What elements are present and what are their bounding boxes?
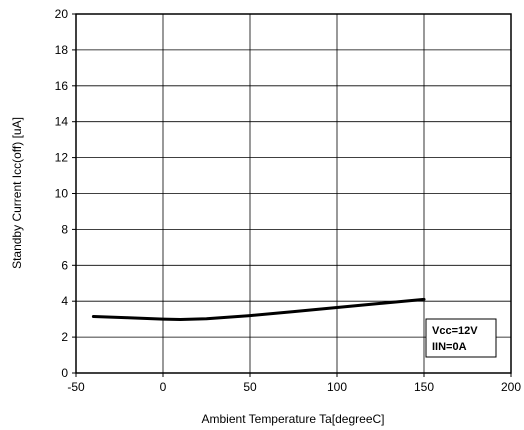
x-tick-label: 0 <box>160 380 167 394</box>
y-tick-label: 12 <box>55 151 69 165</box>
x-axis-title: Ambient Temperature Ta[degreeC] <box>202 412 385 426</box>
annotation-frame <box>425 318 497 358</box>
series-layer <box>91 297 426 321</box>
y-tick-label: 14 <box>55 115 69 129</box>
x-tick-label: -50 <box>67 380 85 394</box>
y-tick-label: 0 <box>61 366 68 380</box>
y-tick-label: 4 <box>61 294 68 308</box>
x-tick-label: 150 <box>414 380 434 394</box>
y-tick-label: 8 <box>61 222 68 236</box>
y-tick-label: 10 <box>55 187 69 201</box>
annotation-vcc: Vcc=12V <box>432 325 478 337</box>
condition-annotation: Vcc=12V IIN=0A <box>425 318 497 358</box>
standby-current-line <box>91 297 426 321</box>
y-axis-ticks: 0 2 4 6 8 10 12 14 16 18 20 <box>55 7 76 380</box>
y-tick-label: 20 <box>55 7 69 21</box>
y-tick-label: 16 <box>55 79 69 93</box>
x-tick-label: 200 <box>501 380 521 394</box>
x-axis-ticks: -50 0 50 100 150 200 <box>67 373 521 394</box>
y-axis-title: Standby Current Icc(off) [uA] <box>10 117 24 269</box>
annotation-iin: IIN=0A <box>432 341 467 353</box>
x-tick-label: 50 <box>243 380 257 394</box>
x-tick-label: 100 <box>327 380 347 394</box>
y-tick-label: 6 <box>61 258 68 272</box>
y-tick-label: 2 <box>61 330 68 344</box>
y-tick-label: 18 <box>55 43 69 57</box>
